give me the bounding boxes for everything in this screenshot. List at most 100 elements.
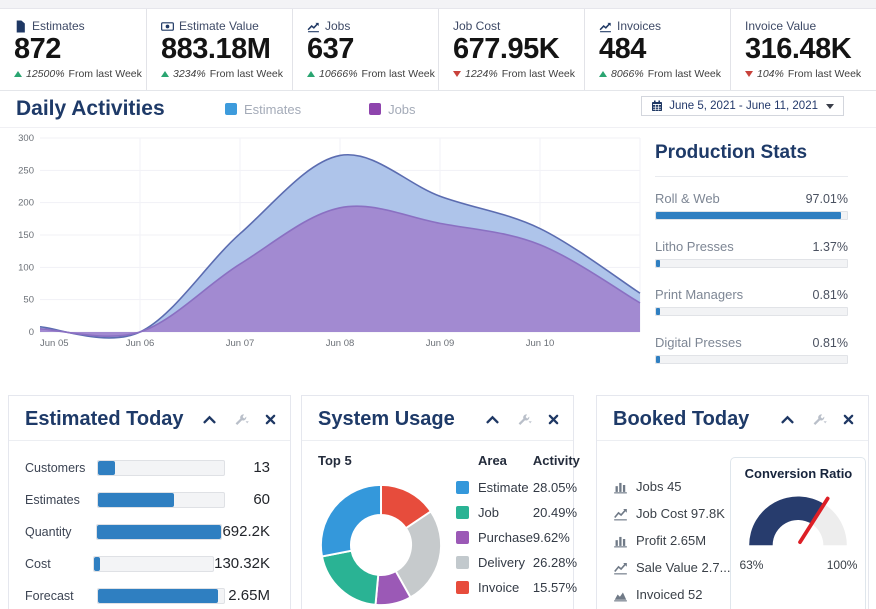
settings-wrench-button[interactable] bbox=[232, 413, 249, 426]
list-item: Jobs 45 bbox=[613, 479, 730, 494]
booked-today-card: Booked Today Jobs 45 Job Cost 97.8K bbox=[596, 395, 869, 609]
svg-text:150: 150 bbox=[18, 230, 34, 241]
list-item: Sale Value 2.7... bbox=[613, 560, 730, 575]
column-header-activity: Activity bbox=[532, 453, 580, 468]
settings-wrench-button[interactable] bbox=[810, 413, 827, 426]
main-row: 0 50 100 150 200 250 300 Jun 05 Jun 06 Jun 07 Jun … bbox=[0, 128, 876, 383]
settings-wrench-button[interactable] bbox=[515, 413, 532, 426]
stat-label: Estimate Value bbox=[179, 19, 259, 33]
stat-value: 872 bbox=[14, 33, 61, 65]
progress-fill bbox=[656, 356, 660, 363]
production-row: Print Managers 0.81% bbox=[655, 287, 848, 316]
system-usage-donut-chart bbox=[318, 482, 444, 609]
progress-fill bbox=[656, 212, 842, 219]
card-title: Booked Today bbox=[613, 408, 750, 430]
bar-fill bbox=[98, 492, 174, 507]
divider bbox=[655, 176, 848, 177]
stat-value: 677.95K bbox=[453, 33, 560, 65]
stat-delta: 12500% From last Week bbox=[14, 68, 142, 80]
bar-fill bbox=[94, 556, 100, 571]
close-button[interactable] bbox=[843, 414, 854, 425]
daily-activities-header: Daily Activities Estimates Jobs June 5, … bbox=[0, 91, 876, 128]
stat-estimate-value: Estimate Value 883.18M 3234% From last W… bbox=[146, 9, 292, 90]
usage-row: Delivery 26.28% bbox=[456, 555, 591, 570]
gauge-max-label: 100% bbox=[826, 558, 858, 572]
line-chart-icon bbox=[307, 20, 320, 33]
production-row: Digital Presses 0.81% bbox=[655, 335, 848, 364]
progress-track bbox=[655, 307, 848, 316]
trend-arrow-icon bbox=[14, 71, 22, 78]
stat-invoices: Invoices 484 8066% From last Week bbox=[584, 9, 730, 90]
svg-text:250: 250 bbox=[18, 165, 34, 176]
legend-item-estimates[interactable]: Estimates bbox=[225, 102, 301, 117]
close-button[interactable] bbox=[548, 414, 559, 425]
trend-arrow-icon bbox=[161, 71, 169, 78]
card-title: Estimated Today bbox=[25, 408, 184, 430]
stat-value: 637 bbox=[307, 33, 354, 65]
date-range-picker[interactable]: June 5, 2021 - June 11, 2021 bbox=[641, 96, 844, 116]
bar-row: Quantity 692.2K bbox=[25, 523, 270, 540]
stat-label: Estimates bbox=[32, 19, 85, 33]
progress-fill bbox=[656, 260, 660, 267]
bar-track bbox=[97, 587, 225, 604]
progress-fill bbox=[656, 308, 660, 315]
daily-activities-chart: 0 50 100 150 200 250 300 Jun 05 Jun 06 Jun 07 Jun … bbox=[0, 128, 645, 383]
bar-track bbox=[96, 523, 223, 540]
usage-row: Purchase 9.62% bbox=[456, 530, 591, 545]
series-swatch bbox=[456, 531, 469, 544]
stat-value: 484 bbox=[599, 33, 646, 65]
series-swatch bbox=[456, 581, 469, 594]
card-header: Booked Today bbox=[597, 396, 868, 441]
list-item: Invoiced 52 bbox=[613, 587, 730, 602]
booked-list: Jobs 45 Job Cost 97.8K Profit 2.65M Sale… bbox=[613, 457, 730, 609]
svg-text:Jun 05: Jun 05 bbox=[40, 338, 69, 349]
legend-item-jobs[interactable]: Jobs bbox=[369, 102, 416, 117]
stat-job-cost: Job Cost 677.95K 1224% From last Week bbox=[438, 9, 584, 90]
progress-track bbox=[655, 355, 848, 364]
chart-legend: Estimates Jobs bbox=[225, 102, 416, 117]
bar-row: Customers 13 bbox=[25, 459, 270, 476]
card-title: System Usage bbox=[318, 408, 455, 430]
svg-text:50: 50 bbox=[23, 295, 34, 306]
production-stats-title: Production Stats bbox=[655, 142, 808, 163]
bar-track bbox=[93, 555, 215, 572]
area-chart-icon bbox=[613, 587, 628, 602]
column-header-area: Area bbox=[478, 453, 507, 468]
page-title: Daily Activities bbox=[16, 97, 165, 120]
production-row: Litho Presses 1.37% bbox=[655, 239, 848, 268]
collapse-button[interactable] bbox=[486, 415, 499, 424]
card-header: Estimated Today bbox=[9, 396, 290, 441]
estimated-today-chart: Customers 13 Estimates 60 Quantity 692.2… bbox=[9, 441, 290, 604]
progress-track bbox=[655, 259, 848, 268]
kpi-stats-row: Estimates 872 12500% From last Week Esti… bbox=[0, 9, 876, 91]
line-chart-icon bbox=[613, 560, 628, 575]
series-swatch bbox=[456, 556, 469, 569]
stat-delta: 3234% From last Week bbox=[161, 68, 286, 80]
collapse-button[interactable] bbox=[203, 415, 216, 424]
close-button[interactable] bbox=[265, 414, 276, 425]
system-usage-table: Area Activity Estimate 28.05% Job 20.49%… bbox=[444, 453, 591, 609]
production-row: Roll & Web 97.01% bbox=[655, 191, 848, 220]
top-strip bbox=[0, 0, 876, 9]
stat-delta: 104% From last Week bbox=[745, 68, 870, 80]
svg-text:200: 200 bbox=[18, 198, 34, 209]
bar-row: Forecast 2.65M bbox=[25, 587, 270, 604]
trend-arrow-icon bbox=[745, 71, 753, 78]
svg-text:Jun 09: Jun 09 bbox=[426, 338, 455, 349]
column-header-top5: Top 5 bbox=[318, 453, 352, 468]
gauge-min-label: 63% bbox=[739, 558, 764, 572]
bar-row: Cost 130.32K bbox=[25, 555, 270, 572]
svg-text:300: 300 bbox=[18, 133, 34, 144]
bar-track bbox=[97, 491, 225, 508]
progress-track bbox=[655, 211, 848, 220]
trend-arrow-icon bbox=[599, 71, 607, 78]
money-icon bbox=[161, 20, 174, 33]
svg-text:Jun 06: Jun 06 bbox=[126, 338, 155, 349]
collapse-button[interactable] bbox=[781, 415, 794, 424]
card-header: System Usage bbox=[302, 396, 573, 441]
trend-arrow-icon bbox=[453, 71, 461, 78]
legend-swatch-estimates bbox=[225, 103, 237, 115]
usage-row: Estimate 28.05% bbox=[456, 480, 591, 495]
conversion-ratio-card: Conversion Ratio 63% 100% bbox=[730, 457, 867, 609]
svg-text:Jun 08: Jun 08 bbox=[326, 338, 355, 349]
